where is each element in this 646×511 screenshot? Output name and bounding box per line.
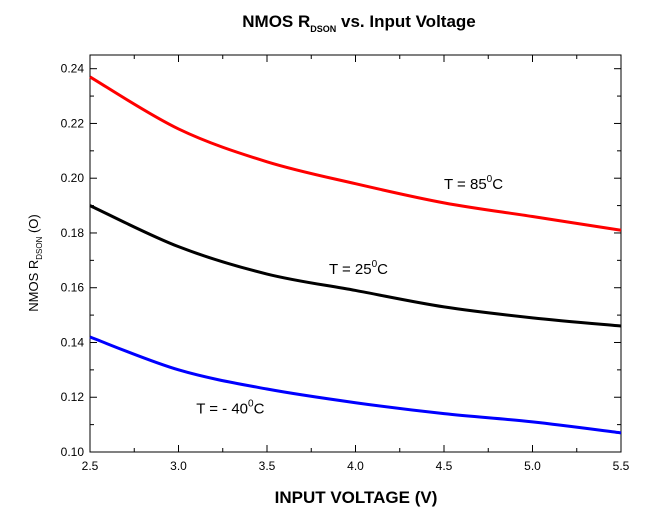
axis-ticks xyxy=(89,55,622,453)
chart-title-rest: vs. Input Voltage xyxy=(336,12,475,31)
series-label-unit: C xyxy=(492,176,503,193)
series-label-tm40: T = - 400C xyxy=(196,399,264,418)
chart-title-main: NMOS R xyxy=(242,12,310,31)
y-tick-label: 0.12 xyxy=(61,390,85,404)
y-tick-label: 0.18 xyxy=(61,226,85,240)
x-axis-label: INPUT VOLTAGE (V) xyxy=(275,488,438,507)
series-label-t85: T = 850C xyxy=(444,174,503,193)
series-label-value: T = - 40 xyxy=(196,401,248,418)
y-axis-label-rest: (O) xyxy=(26,214,41,236)
y-tick-label: 0.10 xyxy=(61,445,85,459)
series-label-value: T = 25 xyxy=(329,261,372,278)
series-label-unit: C xyxy=(254,401,265,418)
series-label-unit: C xyxy=(377,261,388,278)
chart-title-subscript: DSON xyxy=(310,24,336,34)
series-label-degree: 0 xyxy=(248,399,254,410)
series-line-t25 xyxy=(89,204,622,328)
y-tick-label: 0.24 xyxy=(61,62,85,76)
x-tick-label: 4.0 xyxy=(347,459,364,473)
series-label-value: T = 85 xyxy=(444,176,487,193)
series-line-t85 xyxy=(89,75,622,232)
x-tick-label: 4.5 xyxy=(436,459,453,473)
x-tick-label: 3.5 xyxy=(259,459,276,473)
axis-tick-labels: 2.5 3.0 3.5 4.0 4.5 5.0 5.5 0.10 0.12 0.14 0.16 0.1… xyxy=(61,62,630,473)
chart-title: NMOS RDSON vs. Input Voltage xyxy=(242,12,476,34)
data-series xyxy=(89,75,622,435)
plot-frame xyxy=(89,54,622,453)
series-label-degree: 0 xyxy=(372,259,378,270)
x-tick-label: 5.0 xyxy=(524,459,541,473)
y-tick-label: 0.22 xyxy=(61,116,85,130)
series-label-t25: T = 250C xyxy=(329,259,388,278)
x-tick-label: 3.0 xyxy=(170,459,187,473)
y-tick-label: 0.20 xyxy=(61,171,85,185)
y-axis-label-subscript: DSON xyxy=(35,236,44,259)
y-tick-label: 0.14 xyxy=(61,335,85,349)
y-tick-label: 0.16 xyxy=(61,281,85,295)
x-tick-label: 5.5 xyxy=(613,459,630,473)
series-line-tm40 xyxy=(89,335,622,435)
y-axis-label: NMOS RDSON (O) xyxy=(26,214,44,312)
series-label-degree: 0 xyxy=(487,174,493,185)
y-axis-label-main: NMOS R xyxy=(26,260,41,312)
x-tick-label: 2.5 xyxy=(82,459,99,473)
